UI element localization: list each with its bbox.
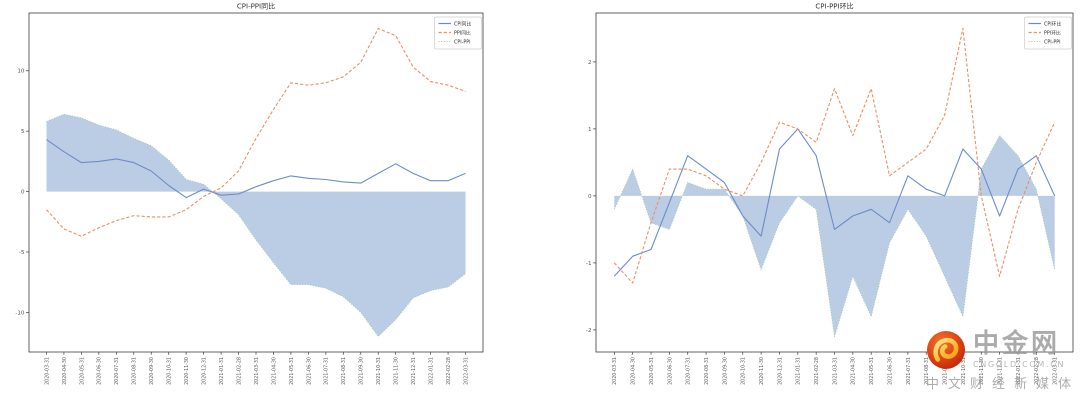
x-tick-label: 2021-12-31 — [411, 357, 417, 385]
cpi-ppi-yoy-chart: -10 -5 0 5 10 2020-03-31 2020-04-30 2020-05-31 2… — [15, 2, 484, 385]
x-tick-label: 2020-07-31 — [686, 357, 692, 385]
y-tick-label: 0 — [21, 189, 25, 195]
y-tick-label: 5 — [21, 129, 25, 135]
legend-box — [1024, 16, 1072, 50]
y-tick-label: -1 — [586, 261, 592, 267]
x-tick-label: 2021-02-28 — [814, 357, 820, 385]
x-tick-label: 2020-12-31 — [777, 357, 783, 385]
x-tick-label: 2022-03-31 — [463, 357, 469, 385]
series-line — [613, 27, 1056, 284]
y-tick-label: 0 — [588, 194, 592, 200]
cpi-ppi-mom-chart: -2 -1 0 1 2 2020-03-31 2020-04-30 2020-05-31 202… — [586, 2, 1074, 385]
x-tick-label: 2020-05-31 — [79, 357, 85, 385]
x-tick-label: 2021-08-31 — [341, 357, 347, 385]
x-tick-label: 2021-05-31 — [289, 357, 295, 385]
legend-box — [434, 16, 482, 50]
x-tick-label: 2021-10-31 — [376, 357, 382, 385]
legend-entry-label: CPI环比 — [1044, 20, 1061, 27]
x-tick-label: 2020-09-30 — [149, 357, 155, 385]
chart-title: CPI-PPI环比 — [815, 2, 853, 11]
x-tick-label: 2021-11-30 — [394, 357, 400, 385]
x-tick-label: 2020-06-30 — [97, 357, 103, 385]
x-tick-label: 2022-02-28 — [1034, 357, 1040, 385]
x-tick-label: 2020-10-31 — [167, 357, 173, 385]
x-tick-label: 2021-09-30 — [359, 357, 365, 385]
x-tick-label: 2021-03-31 — [254, 357, 260, 385]
x-tick-label: 2020-08-31 — [704, 357, 710, 385]
chart-title: CPI-PPI同比 — [237, 2, 275, 11]
y-tick-label: 10 — [17, 69, 25, 75]
y-tick-label: 2 — [588, 60, 592, 66]
x-tick-label: 2021-02-28 — [236, 357, 242, 385]
legend-entry-label: CPI-PPI — [454, 39, 471, 45]
x-tick-label: 2020-04-30 — [62, 357, 68, 385]
legend-entry-label: CPI同比 — [454, 20, 471, 27]
x-tick-label: 2021-03-31 — [832, 357, 838, 385]
x-tick-label: 2021-07-31 — [324, 357, 330, 385]
series-line — [613, 128, 1056, 277]
x-tick-label: 2020-03-31 — [44, 357, 50, 385]
y-tick-label: -10 — [15, 310, 25, 316]
x-tick-label: 2021-06-30 — [887, 357, 893, 385]
legend-entry-label: PPI同比 — [454, 29, 471, 36]
diff-fill-area — [46, 114, 466, 337]
y-tick-label: 1 — [588, 127, 592, 133]
x-tick-label: 2021-01-31 — [796, 357, 802, 385]
series-line — [613, 135, 1056, 338]
x-tick-label: 2022-02-28 — [446, 357, 452, 385]
x-tick-label: 2020-08-31 — [132, 357, 138, 385]
x-tick-label: 2022-01-31 — [429, 357, 435, 385]
x-tick-label: 2020-07-31 — [114, 357, 120, 385]
x-tick-label: 2020-03-31 — [612, 357, 618, 385]
x-tick-label: 2020-09-30 — [722, 357, 728, 385]
y-tick-label: -5 — [19, 250, 25, 256]
x-tick-label: 2020-11-30 — [759, 357, 765, 385]
diff-fill-area — [614, 135, 1055, 337]
series-line — [46, 139, 466, 199]
series-line — [46, 113, 466, 337]
x-tick-label: 2020-06-30 — [667, 357, 673, 385]
x-tick-label: 2021-05-31 — [869, 357, 875, 385]
x-tick-label: 2020-10-31 — [741, 357, 747, 385]
legend-entry-label: CPI-PPI — [1044, 39, 1061, 45]
legend-entry-label: PPI环比 — [1044, 29, 1061, 36]
x-tick-label: 2021-07-31 — [906, 357, 912, 385]
x-tick-label: 2021-08-31 — [924, 357, 930, 385]
x-tick-label: 2022-03-31 — [1053, 357, 1059, 385]
x-tick-label: 2021-01-31 — [219, 357, 225, 385]
x-tick-label: 2020-12-31 — [202, 357, 208, 385]
x-tick-label: 2021-12-31 — [998, 357, 1004, 385]
x-tick-label: 2021-04-30 — [851, 357, 857, 385]
x-tick-label: 2021-06-30 — [306, 357, 312, 385]
x-tick-label: 2022-01-31 — [1016, 357, 1022, 385]
x-tick-label: 2020-04-30 — [631, 357, 637, 385]
x-tick-label: 2021-09-30 — [943, 357, 949, 385]
y-tick-label: -2 — [586, 328, 592, 334]
x-tick-label: 2021-04-30 — [271, 357, 277, 385]
x-tick-label: 2020-05-31 — [649, 357, 655, 385]
x-tick-label: 2021-10-31 — [961, 357, 967, 385]
series-line — [46, 27, 466, 237]
x-tick-label: 2021-11-30 — [979, 357, 985, 385]
x-tick-label: 2020-11-30 — [184, 357, 190, 385]
